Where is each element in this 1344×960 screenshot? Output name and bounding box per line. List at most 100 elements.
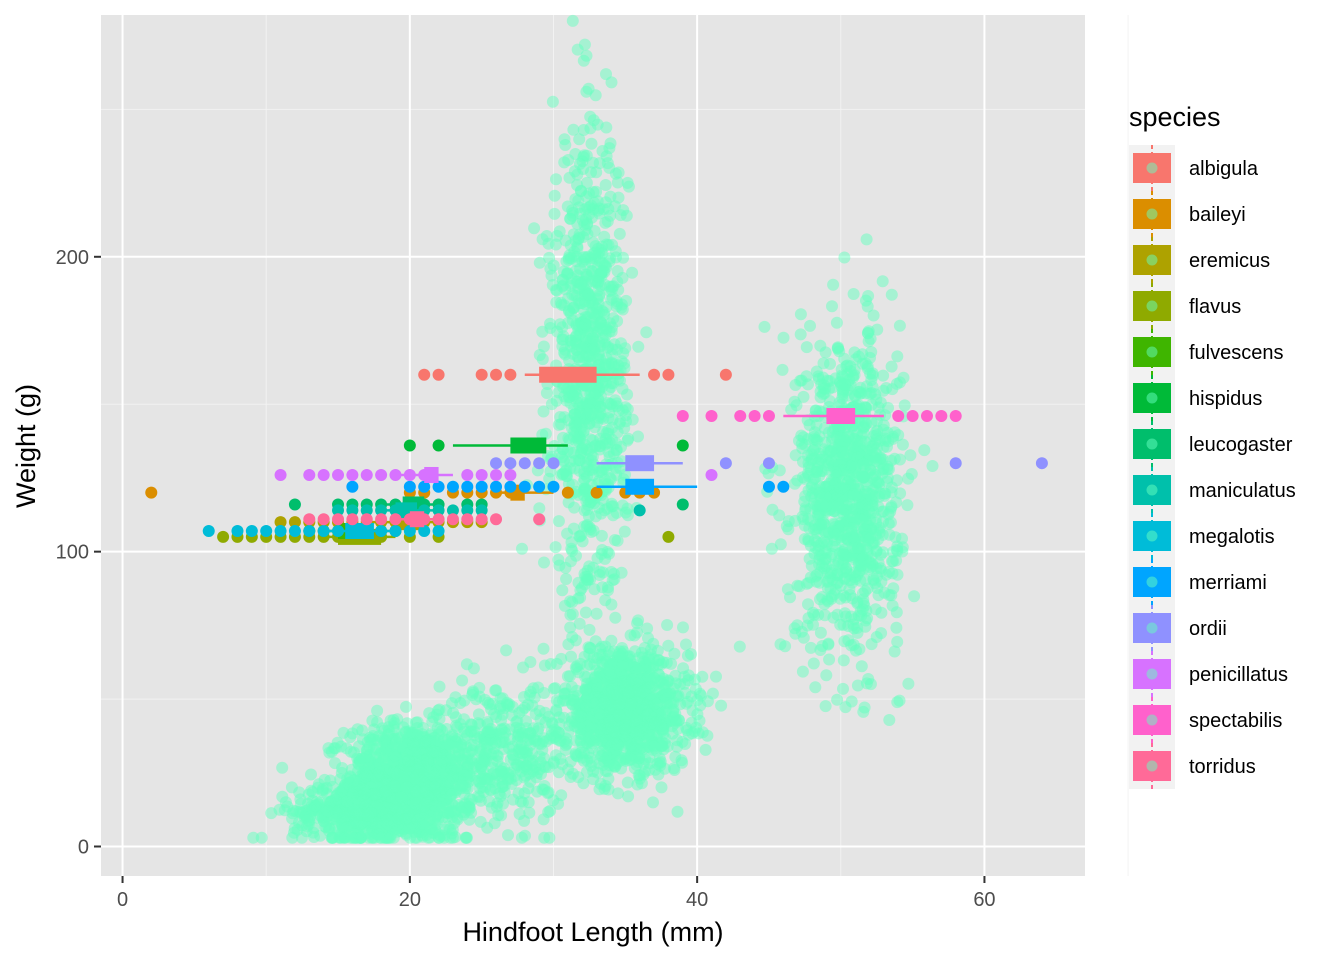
data-point: [827, 278, 840, 291]
data-point: [847, 288, 860, 300]
data-point: [885, 589, 898, 602]
data-point: [818, 422, 831, 435]
data-point: [371, 828, 384, 841]
data-point: [557, 694, 569, 707]
data-point: [584, 387, 597, 400]
data-point: [556, 280, 569, 293]
data-point: [584, 523, 597, 536]
data-point: [501, 773, 514, 786]
data-point: [600, 427, 613, 440]
data-point: [618, 525, 631, 538]
data-point: [593, 565, 606, 578]
data-point: [798, 495, 811, 508]
data-point: [918, 444, 931, 457]
data-point: [802, 576, 815, 589]
data-point: [344, 731, 357, 744]
data-point: [838, 635, 851, 648]
data-point: [596, 436, 609, 449]
data-point: [576, 740, 589, 753]
data-point: [823, 395, 836, 407]
data-point: [281, 800, 294, 813]
data-point: [574, 530, 587, 543]
data-point: [442, 775, 455, 788]
data-point: [550, 173, 562, 186]
data-point: [862, 335, 875, 348]
data-point: [304, 810, 316, 823]
data-point: [853, 439, 866, 452]
data-point: [802, 378, 814, 391]
data-point: [546, 95, 559, 108]
data-point: [862, 673, 875, 685]
data-point: [319, 820, 332, 833]
data-point: [579, 606, 592, 619]
data-point: [814, 626, 827, 639]
data-point: [861, 360, 874, 373]
data-point: [565, 650, 577, 663]
data-point: [807, 444, 820, 457]
data-point: [837, 558, 850, 571]
data-point: [576, 341, 589, 354]
data-point: [610, 437, 622, 450]
data-point: [551, 325, 564, 338]
data-point: [276, 761, 289, 774]
data-point: [463, 770, 476, 783]
albigula-point: [719, 368, 732, 381]
data-point: [458, 694, 471, 707]
data-point: [432, 728, 445, 741]
data-point: [613, 708, 626, 721]
data-point: [555, 652, 568, 665]
data-point: [688, 673, 701, 686]
albigula-point: [418, 368, 431, 381]
data-point: [831, 693, 844, 706]
data-point: [807, 657, 820, 670]
data-point: [621, 176, 634, 189]
data-point: [436, 755, 449, 767]
data-point: [607, 509, 620, 522]
data-point: [561, 200, 574, 213]
data-point: [598, 696, 610, 709]
data-point: [542, 786, 555, 799]
data-point: [500, 644, 513, 657]
data-point: [865, 443, 878, 456]
data-point: [629, 743, 642, 755]
data-point: [616, 660, 629, 673]
data-point: [422, 831, 435, 844]
data-point: [578, 258, 591, 271]
data-point: [837, 682, 849, 695]
data-point: [377, 753, 390, 766]
data-point: [567, 123, 580, 136]
data-point: [616, 303, 629, 316]
data-point: [823, 653, 836, 666]
data-point: [587, 773, 600, 786]
data-point: [926, 460, 939, 472]
data-point: [796, 665, 809, 678]
data-point: [495, 724, 508, 737]
data-point: [890, 496, 903, 509]
data-point: [456, 674, 469, 687]
data-point: [574, 657, 587, 670]
data-point: [637, 685, 650, 698]
data-point: [547, 682, 560, 695]
data-point: [583, 658, 596, 671]
data-point: [694, 699, 707, 712]
data-point: [571, 43, 584, 56]
data-point: [802, 513, 815, 525]
data-point: [634, 724, 647, 737]
data-point: [577, 124, 590, 136]
data-point: [781, 583, 794, 596]
data-point: [513, 706, 526, 719]
data-point: [581, 228, 594, 241]
data-point: [794, 308, 807, 321]
data-point: [594, 722, 607, 735]
data-point: [658, 689, 671, 702]
data-point: [865, 374, 878, 386]
data-point: [612, 373, 625, 386]
data-point: [389, 767, 402, 780]
data-point: [847, 638, 860, 651]
data-point: [621, 403, 634, 416]
data-point: [773, 464, 786, 477]
albigula-box: [539, 366, 597, 383]
data-point: [632, 769, 645, 782]
data-point: [802, 612, 815, 625]
